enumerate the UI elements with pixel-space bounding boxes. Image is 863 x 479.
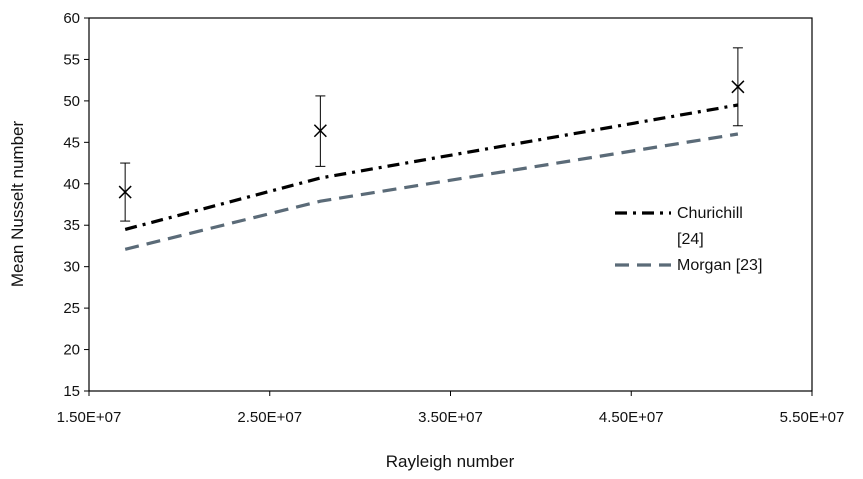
x-tick-label: 1.50E+07 — [57, 409, 122, 426]
data-point-marker — [118, 185, 132, 199]
data-point-marker — [313, 124, 327, 138]
x-axis-title: Rayleigh number — [386, 452, 515, 471]
legend-label: [24] — [677, 231, 704, 248]
y-axis: 15 20 25 30 35 40 45 50 55 60 — [63, 10, 89, 400]
y-tick-label: 20 — [63, 342, 80, 359]
y-tick-label: 15 — [63, 383, 80, 400]
y-tick-label: 55 — [63, 51, 80, 68]
points-layer — [118, 47, 745, 222]
legend-item-morgan: Morgan [23] — [615, 257, 762, 274]
y-tick-label: 40 — [63, 176, 80, 193]
data-point-marker — [731, 80, 745, 94]
legend-label: Churichill — [677, 205, 743, 222]
x-axis: 1.50E+07 2.50E+07 3.50E+07 4.50E+07 5.50E+07 — [57, 391, 845, 426]
y-tick-label: 25 — [63, 300, 80, 317]
legend-item-churchill: Churichill [24] — [615, 205, 743, 248]
y-tick-label: 35 — [63, 217, 80, 234]
y-tick-label: 30 — [63, 259, 80, 276]
x-tick-label: 2.50E+07 — [237, 409, 302, 426]
legend-label: Morgan [23] — [677, 257, 762, 274]
y-axis-title: Mean Nusselt number — [8, 121, 27, 288]
y-tick-label: 45 — [63, 134, 80, 151]
series-layer — [124, 103, 739, 251]
y-tick-label: 50 — [63, 93, 80, 110]
x-tick-label: 3.50E+07 — [418, 409, 483, 426]
x-tick-label: 4.50E+07 — [599, 409, 664, 426]
plot-area — [88, 17, 813, 392]
y-tick-label: 60 — [63, 10, 80, 27]
legend: Churichill [24] Morgan [23] — [615, 205, 762, 274]
series-line-morgan — [124, 132, 739, 251]
x-tick-label: 5.50E+07 — [780, 409, 845, 426]
